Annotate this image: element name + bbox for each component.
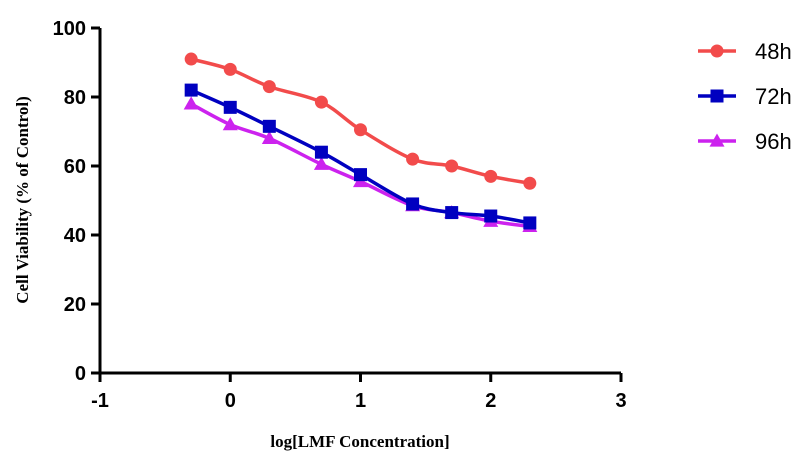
y-tick-label: 40: [64, 225, 86, 247]
series-line-72h: [190, 88, 531, 225]
data-point-72h: [406, 197, 420, 211]
x-tick-label: -1: [91, 390, 109, 412]
data-point-48h: [445, 159, 459, 173]
y-tick-label: 60: [64, 156, 86, 178]
data-point-72h: [445, 206, 459, 220]
data-point-72h: [262, 119, 276, 133]
data-point-48h: [484, 169, 498, 183]
data-point-96h: [313, 156, 329, 170]
series-line-48h: [190, 57, 531, 185]
y-tick-label: 20: [64, 294, 86, 316]
legend-marker-48h: [710, 44, 724, 58]
legend-label-48h: 48h: [755, 39, 792, 64]
data-point-48h: [184, 52, 198, 66]
x-tick-label: 1: [355, 390, 366, 412]
series-72h: [184, 83, 537, 230]
y-tick-label: 100: [53, 18, 86, 40]
legend-label-96h: 96h: [755, 129, 792, 154]
legend: 48h 72h 96h: [698, 39, 792, 154]
x-tick-label: 2: [485, 390, 496, 412]
legend-item-96h: 96h: [698, 129, 792, 154]
data-point-48h: [223, 62, 237, 76]
legend-item-48h: 48h: [698, 39, 792, 64]
data-point-48h: [262, 80, 276, 94]
y-axis-title: Cell Viability (% of Control): [13, 96, 32, 303]
x-axis-ticks: -1 0 1 2 3: [91, 373, 627, 412]
data-point-72h: [354, 168, 367, 182]
series-layer: [183, 52, 538, 232]
y-tick-label: 0: [75, 363, 86, 385]
legend-label-72h: 72h: [755, 84, 792, 109]
data-point-72h: [184, 83, 198, 97]
data-point-96h: [261, 130, 277, 145]
data-point-96h: [222, 117, 238, 131]
x-tick-label: 0: [225, 390, 236, 412]
data-point-48h: [354, 123, 367, 137]
y-tick-label: 80: [64, 87, 86, 109]
legend-item-72h: 72h: [698, 84, 792, 109]
x-axis-title: log[LMF Concentration]: [270, 432, 449, 451]
y-axis-ticks: 0 20 40 60 80 100: [53, 18, 100, 385]
series-line-96h: [190, 102, 531, 229]
series-48h: [184, 52, 537, 190]
legend-marker-72h: [710, 89, 724, 103]
data-point-48h: [406, 152, 420, 166]
data-point-72h: [314, 145, 328, 159]
x-tick-label: 3: [615, 390, 626, 412]
data-point-72h: [223, 100, 237, 114]
data-point-48h: [314, 95, 328, 109]
legend-marker-96h: [709, 133, 725, 147]
data-point-72h: [523, 216, 537, 230]
data-point-96h: [183, 96, 199, 110]
data-point-48h: [523, 176, 537, 190]
data-point-72h: [484, 209, 498, 223]
